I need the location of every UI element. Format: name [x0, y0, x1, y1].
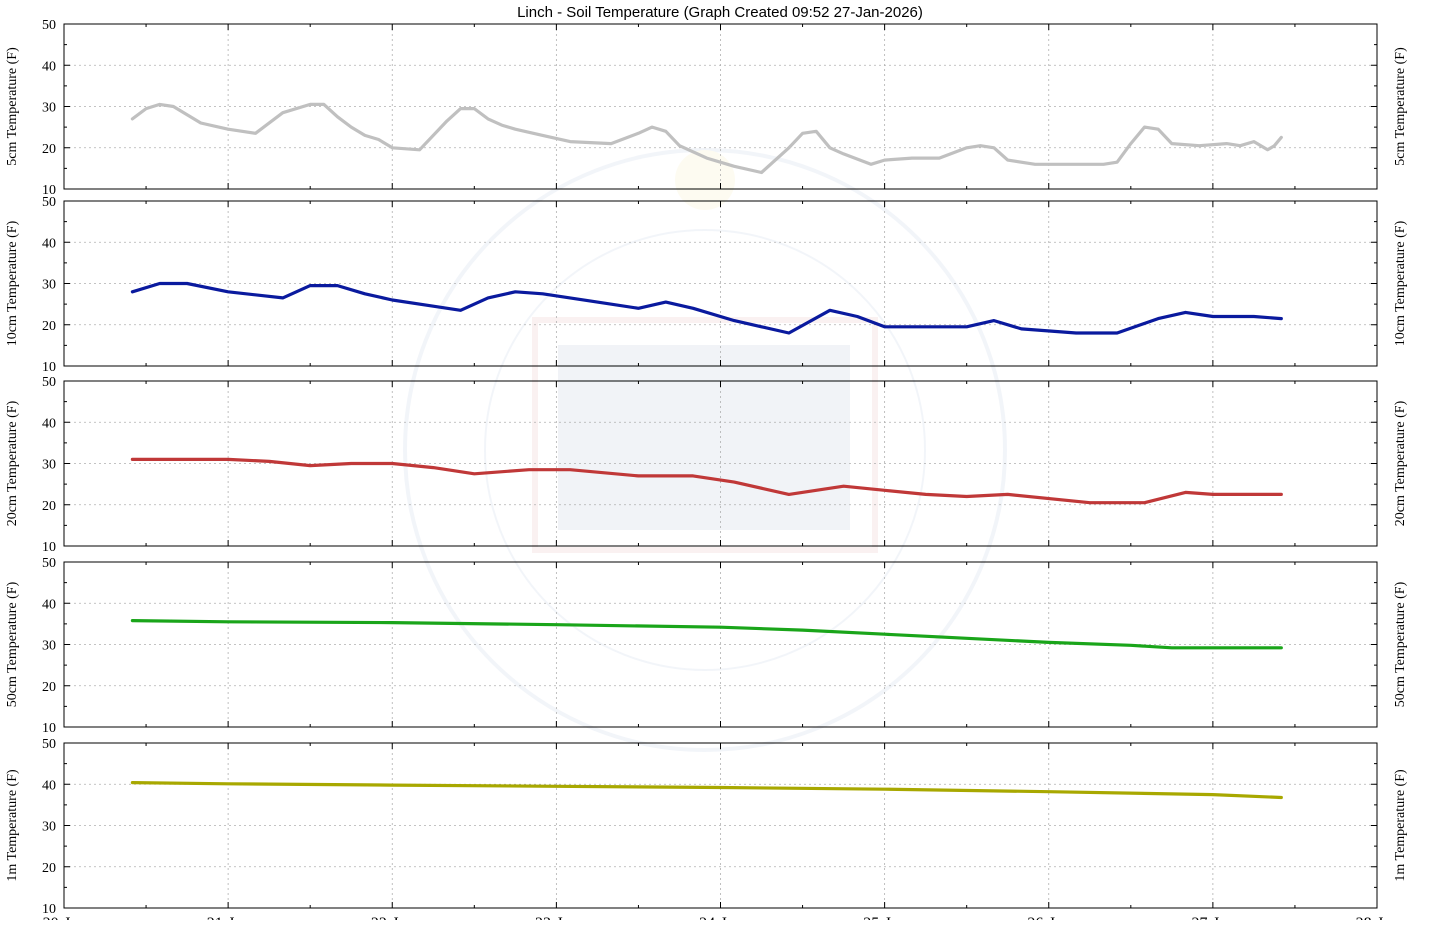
y-axis-label-right: 20cm Temperature (F): [1393, 400, 1408, 526]
y-axis-label-left: 50cm Temperature (F): [5, 581, 20, 707]
mesonet-watermark: [403, 148, 1007, 752]
y-tick-label: 10: [42, 540, 56, 555]
x-tick-label: 26-Jan: [1027, 915, 1070, 920]
panel-5: 10 20 30 40 50 1m Temperature (F) 1m Temperatu…: [5, 737, 1408, 917]
y-tick-label: 50: [42, 375, 56, 390]
y-axis-label-right: 10cm Temperature (F): [1393, 220, 1408, 346]
panel-group: 10 20 30 40 50 5cm Temperature (F) 5cm Tempera…: [5, 18, 1408, 925]
y-tick-label: 20: [42, 680, 56, 695]
x-tick-label: 27-Jan: [1192, 915, 1235, 920]
y-tick-label: 50: [42, 556, 56, 571]
x-tick-label: 23-Jan: [535, 915, 578, 920]
y-tick-label: 30: [42, 458, 56, 473]
y-tick-label: 40: [42, 236, 56, 251]
y-tick-label: 20: [42, 319, 56, 334]
y-axis-label-left: 10cm Temperature (F): [5, 220, 20, 346]
y-tick-label: 40: [42, 416, 56, 431]
y-axis-label-left: 5cm Temperature (F): [5, 47, 20, 166]
series-line: [130, 780, 1283, 800]
series-line: [130, 618, 1283, 650]
y-tick-label: 20: [42, 861, 56, 876]
y-tick-label: 40: [42, 778, 56, 793]
y-axis-label-right: 5cm Temperature (F): [1393, 47, 1408, 166]
x-tick-label: 28-Jan: [1356, 915, 1399, 920]
panel-3: 10 20 30 40 50 20cm Temperature (F) 20cm Tempe…: [5, 375, 1408, 555]
x-tick-label: 25-Jan: [863, 915, 906, 920]
y-tick-label: 10: [42, 902, 56, 917]
y-axis-label-left: 20cm Temperature (F): [5, 400, 20, 526]
chart-title: Linch - Soil Temperature (Graph Created …: [517, 4, 923, 21]
y-tick-label: 10: [42, 721, 56, 736]
series-line: [130, 102, 1283, 175]
y-tick-label: 40: [42, 597, 56, 612]
x-tick-label: 22-Jan: [371, 915, 414, 920]
y-tick-label: 10: [42, 360, 56, 375]
y-tick-label: 10: [42, 183, 56, 198]
y-tick-label: 20: [42, 499, 56, 514]
x-tick-label: 21-Jan: [207, 915, 250, 920]
y-tick-label: 50: [42, 195, 56, 210]
x-tick-label: 24-Jan: [699, 915, 742, 920]
y-tick-label: 20: [42, 142, 56, 157]
series-line: [130, 457, 1283, 505]
panel-2: 10 20 30 40 50 10cm Temperature (F) 10cm Tempe…: [5, 195, 1408, 375]
panel-4: 10 20 30 40 50 50cm Temperature (F) 50cm Tempe…: [5, 556, 1408, 736]
y-tick-label: 30: [42, 278, 56, 293]
y-tick-label: 40: [42, 59, 56, 74]
panel-1: 10 20 30 40 50 5cm Temperature (F) 5cm Tempera…: [5, 18, 1408, 198]
y-axis-label-right: 50cm Temperature (F): [1393, 581, 1408, 707]
y-tick-label: 50: [42, 18, 56, 33]
y-tick-label: 50: [42, 737, 56, 752]
y-tick-label: 30: [42, 820, 56, 835]
y-axis-label-left: 1m Temperature (F): [5, 769, 20, 882]
y-axis-label-right: 1m Temperature (F): [1393, 769, 1408, 882]
y-tick-label: 30: [42, 101, 56, 116]
x-tick-label: 20-Jan: [43, 915, 86, 920]
series-line: [130, 281, 1283, 335]
y-tick-label: 30: [42, 639, 56, 654]
